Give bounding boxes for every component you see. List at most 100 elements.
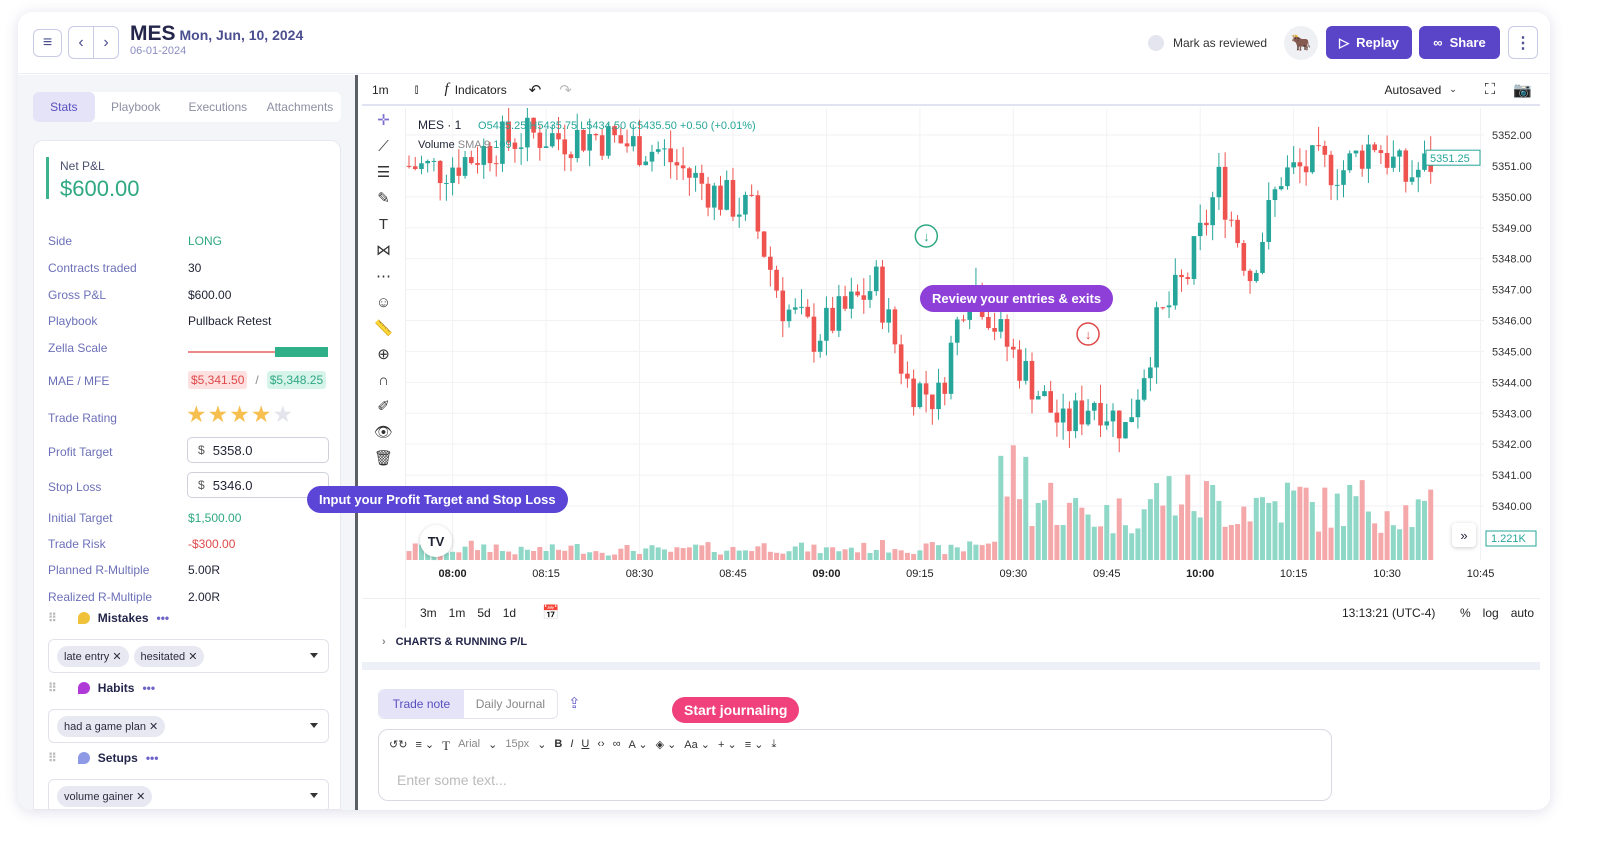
crosshair-icon[interactable]: ✛ <box>377 112 390 129</box>
more-icon[interactable]: ••• <box>142 681 156 695</box>
scroll-right-button[interactable]: » <box>1452 523 1476 547</box>
pattern-icon[interactable]: ⋈ <box>376 242 391 259</box>
close-icon[interactable]: ✕ <box>149 720 159 733</box>
indicators-button[interactable]: Indicators <box>454 82 507 97</box>
volume-bar <box>612 554 618 560</box>
volume-bar <box>1347 484 1353 560</box>
fib-icon[interactable]: ☰ <box>376 164 391 181</box>
bold-icon[interactable]: B <box>554 738 563 750</box>
font-select[interactable]: Arial <box>458 738 481 750</box>
magnet-icon[interactable]: ∩ <box>378 372 389 389</box>
tag[interactable]: volume gainer ✕ <box>57 785 153 807</box>
option-log[interactable]: log <box>1482 606 1499 620</box>
stat-label: Contracts traded <box>48 261 137 275</box>
upload-icon[interactable]: ⇪ <box>568 695 581 712</box>
charts-running-pnl-row[interactable]: › CHARTS & RUNNING P/L <box>362 622 1540 670</box>
option-1d[interactable]: 1d <box>502 606 517 620</box>
more-icon[interactable]: ••• <box>145 751 159 765</box>
trash-icon[interactable]: 🗑 <box>373 450 394 467</box>
font-icon[interactable]: T <box>442 738 451 753</box>
tradingview-logo[interactable]: TV <box>420 525 452 557</box>
close-icon[interactable]: ✕ <box>188 650 198 663</box>
drag-handle-icon[interactable]: ⠿ <box>48 611 57 625</box>
menu-button[interactable]: ≡ <box>33 29 62 57</box>
candle-style-icon[interactable]: ⫾ <box>414 82 419 96</box>
text-icon[interactable]: T <box>378 216 389 233</box>
zoom-icon[interactable]: ⊕ <box>377 346 390 363</box>
stop-loss-input[interactable]: $5346.0 <box>187 472 329 498</box>
journal-editor[interactable]: ↺↻ ≡ ⌄ T Arial ⌄ 15px ⌄ B I U ‹› ∞ A ⌄ ◈ ⌄ Aa ⌄ + ⌄ ≡ ⌄ ⤓… <box>378 729 1332 801</box>
option-%[interactable]: % <box>1460 606 1471 620</box>
option-5d[interactable]: 5d <box>477 606 491 620</box>
code-icon[interactable]: ‹› <box>597 738 605 750</box>
star-icon[interactable]: ★ <box>250 401 273 427</box>
paragraph-align-icon[interactable]: ≡ ⌄ <box>744 739 764 751</box>
link-icon[interactable]: ∞ <box>612 738 621 750</box>
setups-select[interactable]: volume gainer ✕ <box>48 779 329 810</box>
volume-bar <box>693 544 699 560</box>
candlestick-chart[interactable]: 5352.00 5351.00 5350.00 5349.00 5348.00 5347.… <box>406 108 1540 598</box>
brush-icon[interactable]: ✎ <box>377 190 390 207</box>
mistakes-select[interactable]: late entry ✕ hesitated ✕ <box>48 639 329 673</box>
mark-reviewed-toggle[interactable]: Mark as reviewed <box>1148 35 1267 51</box>
italic-icon[interactable]: I <box>570 738 574 750</box>
font-size-select[interactable]: 15px <box>505 738 530 750</box>
close-icon[interactable]: ✕ <box>136 790 146 803</box>
undo-icon[interactable]: ↶ <box>528 81 542 99</box>
candle-body <box>593 134 599 136</box>
date-range-icon[interactable]: 📅 <box>542 604 560 620</box>
fullscreen-icon[interactable]: ⛶ <box>1484 81 1496 98</box>
highlight-icon[interactable]: ◈ ⌄ <box>655 739 677 751</box>
tab-trade-note[interactable]: Trade note <box>379 690 464 718</box>
ruler-icon[interactable]: 📏 <box>374 320 393 337</box>
redo-icon[interactable]: ↷ <box>559 81 572 99</box>
tab-stats[interactable]: Stats <box>33 92 95 122</box>
option-3m[interactable]: 3m <box>420 606 437 620</box>
option-auto[interactable]: auto <box>1510 606 1535 620</box>
tab-executions[interactable]: Executions <box>188 100 248 114</box>
star-icon[interactable]: ★ <box>229 401 251 427</box>
stat-value[interactable]: Pullback Retest <box>188 314 272 328</box>
tab-playbook[interactable]: Playbook <box>110 100 161 114</box>
drag-handle-icon[interactable]: ⠿ <box>48 751 57 765</box>
emoji-icon[interactable]: ☺ <box>375 294 392 311</box>
tag[interactable]: late entry ✕ <box>57 645 129 667</box>
star-icon[interactable]: ★ <box>186 401 208 427</box>
tab-daily-journal[interactable]: Daily Journal <box>475 697 546 711</box>
text-color-icon[interactable]: A ⌄ <box>628 739 648 751</box>
text-case-icon[interactable]: Aa ⌄ <box>684 739 711 751</box>
camera-icon[interactable]: 📷 <box>1513 81 1532 99</box>
replay-button[interactable]: ▷ Replay <box>1326 26 1412 59</box>
avatar[interactable]: 🐂 <box>1284 26 1318 60</box>
align-icon[interactable]: ≡ ⌄ <box>415 739 435 751</box>
undo-icon[interactable]: ↺↻ <box>389 739 408 751</box>
option-1m[interactable]: 1m <box>448 606 466 620</box>
profit-target-input[interactable]: $5358.0 <box>187 437 329 463</box>
star-icon[interactable]: ★ <box>207 401 230 427</box>
interval-button[interactable]: 1m <box>372 82 389 97</box>
autosaved-dropdown[interactable]: Autosaved <box>1384 82 1442 97</box>
drag-handle-icon[interactable]: ⠿ <box>48 681 57 695</box>
tag[interactable]: hesitated ✕ <box>133 645 205 667</box>
volume-bar <box>686 547 692 560</box>
lock-icon[interactable]: ✐ <box>377 398 390 415</box>
next-day-button[interactable]: › <box>93 26 119 59</box>
trendline-icon[interactable]: ⟋ <box>378 138 389 155</box>
tag[interactable]: had a game plan ✕ <box>57 715 166 737</box>
trade-rating[interactable]: ★★★★★ <box>186 401 294 428</box>
eye-icon[interactable]: 👁 <box>373 424 394 441</box>
underline-icon[interactable]: U <box>581 738 590 750</box>
prev-day-button[interactable]: ‹ <box>68 26 94 59</box>
candle-body <box>1017 349 1022 381</box>
tab-attachments[interactable]: Attachments <box>266 100 334 114</box>
more-options-button[interactable]: ⋮ <box>1508 26 1538 59</box>
insert-icon[interactable]: + ⌄ <box>718 739 737 751</box>
share-button[interactable]: ∞ Share <box>1419 26 1500 59</box>
forecast-icon[interactable]: ⋯ <box>376 268 391 285</box>
habits-select[interactable]: had a game plan ✕ <box>48 709 329 743</box>
more-icon[interactable]: ••• <box>156 611 170 625</box>
star-icon[interactable]: ★ <box>272 401 295 427</box>
download-icon[interactable]: ⤓ <box>771 738 777 750</box>
close-icon[interactable]: ✕ <box>112 650 122 663</box>
journal-text-input[interactable]: Enter some text... <box>397 772 507 788</box>
